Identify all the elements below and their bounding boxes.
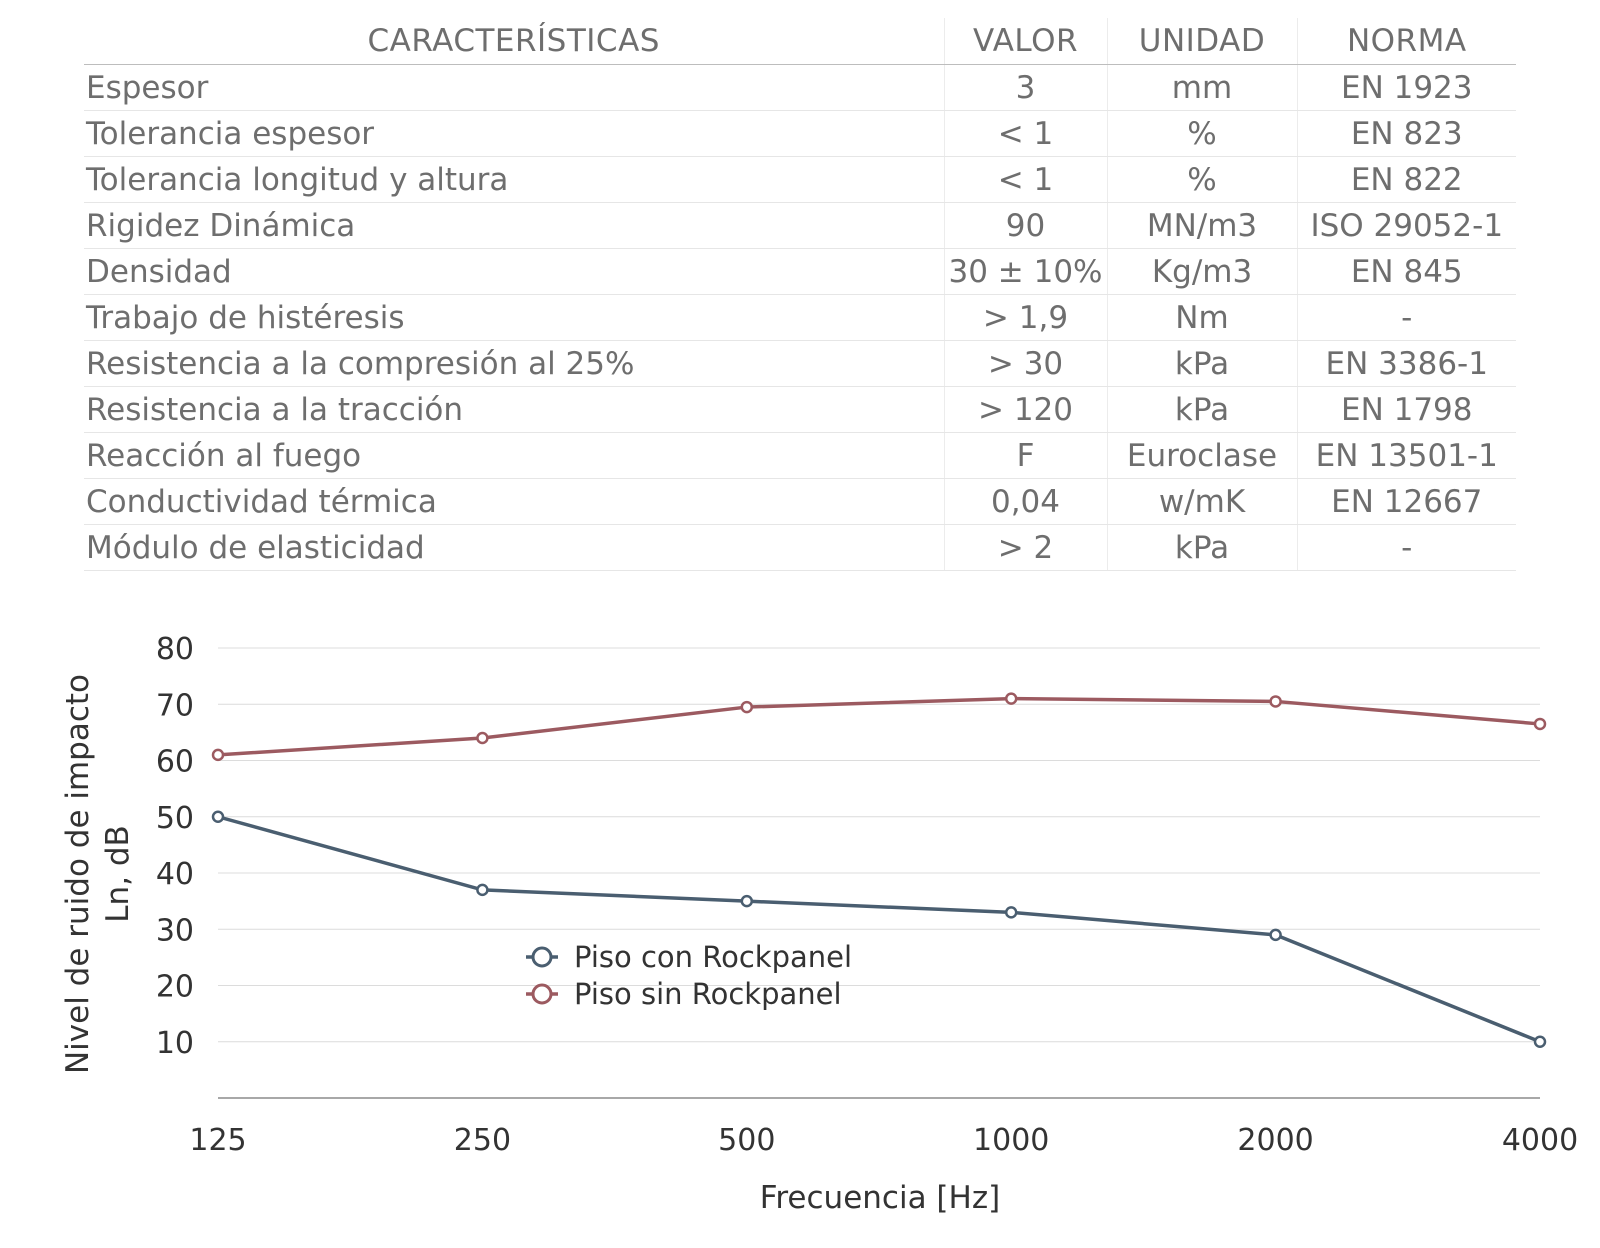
- cell-caracteristica: Tolerancia longitud y altura: [84, 156, 944, 203]
- table-row: Espesor 3 mm EN 1923: [84, 64, 1516, 111]
- y-tick-label: 40: [156, 857, 194, 892]
- cell-unidad: Nm: [1106, 294, 1297, 341]
- x-tick-label: 125: [189, 1123, 246, 1158]
- impact-noise-line-chart: 10 20 30 40 50 60 70 80 125 250 500 1000 2000 4000 Fre…: [60, 632, 1578, 1216]
- cell-unidad: w/mK: [1106, 478, 1297, 525]
- data-point: [1004, 906, 1018, 919]
- cell-caracteristica: Conductividad térmica: [84, 478, 944, 525]
- cell-norma: -: [1296, 294, 1516, 341]
- legend-label: Piso sin Rockpanel: [574, 977, 842, 1011]
- cell-norma: EN 13501-1: [1296, 432, 1516, 479]
- cell-caracteristica: Espesor: [84, 64, 944, 111]
- cell-unidad: kPa: [1106, 524, 1297, 571]
- cell-norma: EN 1798: [1296, 386, 1516, 433]
- data-point: [211, 748, 225, 762]
- cell-valor: 0,04: [943, 478, 1107, 525]
- cell-caracteristica: Trabajo de histéresis: [84, 294, 944, 341]
- y-tick-label: 10: [156, 1026, 194, 1061]
- x-tick-label: 1000: [973, 1123, 1049, 1158]
- cell-valor: > 120: [943, 386, 1107, 433]
- table-row: Tolerancia espesor < 1% EN 823: [84, 110, 1516, 157]
- cell-valor: 90: [943, 202, 1107, 249]
- cell-unidad: MN/m3: [1106, 202, 1297, 249]
- table-row: Resistencia a la compresión al 25% > 30 kP…: [84, 340, 1516, 387]
- cell-valor: 3: [943, 64, 1107, 111]
- cell-norma: EN 823: [1296, 110, 1516, 157]
- table-row: Trabajo de histéresis > 1,9 Nm -: [84, 294, 1516, 341]
- data-point: [1269, 928, 1282, 942]
- cell-norma: -: [1296, 524, 1516, 571]
- series-line-0: [217, 815, 1541, 1044]
- cell-valor: < 1: [943, 156, 1107, 203]
- cell-caracteristica: Módulo de elasticidad: [84, 524, 944, 571]
- cell-caracteristica: Densidad: [84, 248, 944, 295]
- x-tick-label: 250: [454, 1123, 511, 1158]
- table-row: Reacción al fuego F Euroclase EN 13501-1: [84, 432, 1516, 479]
- legend-swatch-marker: [531, 946, 553, 968]
- data-point: [1269, 695, 1282, 708]
- cell-norma: EN 12667: [1296, 478, 1516, 525]
- cell-unidad: Euroclase: [1106, 432, 1297, 479]
- cell-valor: F: [943, 432, 1107, 479]
- table-row: Tolerancia longitud y altura < 1% EN 822: [84, 156, 1516, 203]
- x-tick-label: 4000: [1502, 1123, 1578, 1158]
- y-axis-title-line1: Nivel de ruido de impacto: [60, 674, 96, 1074]
- y-tick-label: 70: [156, 688, 194, 723]
- cell-valor: 30 ± 10%: [943, 248, 1107, 295]
- x-tick-label: 2000: [1237, 1123, 1313, 1158]
- cell-caracteristica: Reacción al fuego: [84, 432, 944, 479]
- cell-valor: > 2: [943, 524, 1107, 571]
- data-point: [1533, 1035, 1547, 1048]
- legend-swatch-marker: [531, 983, 553, 1005]
- cell-unidad: kPa: [1106, 340, 1297, 387]
- table-header-row: CARACTERÍSTICAS VALOR UNIDAD NORMA: [84, 18, 1516, 65]
- cell-norma: EN 1923: [1296, 64, 1516, 111]
- data-point: [476, 883, 489, 897]
- cell-norma: EN 822: [1296, 156, 1516, 203]
- legend-label: Piso con Rockpanel: [574, 940, 852, 974]
- cell-unidad: Kg/m3: [1106, 248, 1297, 295]
- cell-caracteristica: Resistencia a la tracción: [84, 386, 944, 433]
- y-tick-label: 60: [156, 745, 194, 780]
- header-valor: VALOR: [943, 18, 1107, 65]
- cell-caracteristica: Rigidez Dinámica: [84, 202, 944, 249]
- x-tick-label: 500: [718, 1123, 775, 1158]
- cell-unidad: mm: [1106, 64, 1297, 111]
- cell-caracteristica: Tolerancia espesor: [84, 110, 944, 157]
- cell-valor: > 1,9: [943, 294, 1107, 341]
- table-row: Módulo de elasticidad > 2 kPa -: [84, 524, 1516, 571]
- data-point: [1004, 692, 1018, 705]
- data-point: [1533, 717, 1547, 731]
- cell-norma: ISO 29052-1: [1296, 202, 1516, 249]
- y-tick-label: 50: [156, 801, 194, 836]
- header-caracteristicas: CARACTERÍSTICAS: [84, 18, 944, 65]
- cell-norma: EN 845: [1296, 248, 1516, 295]
- table-row: Densidad 30 ± 10% Kg/m3 EN 845: [84, 248, 1516, 295]
- cell-unidad: kPa: [1106, 386, 1297, 433]
- cell-unidad: %: [1106, 110, 1297, 157]
- y-tick-label: 20: [156, 970, 194, 1005]
- header-unidad: UNIDAD: [1106, 18, 1297, 65]
- data-point: [211, 810, 225, 823]
- y-tick-label: 30: [156, 913, 194, 948]
- table-row: Rigidez Dinámica 90 MN/m3 ISO 29052-1: [84, 202, 1516, 249]
- table-row: Resistencia a la tracción > 120 kPa EN 1798: [84, 386, 1516, 433]
- data-point: [476, 731, 489, 745]
- data-point: [740, 894, 754, 908]
- series-line-1: [217, 696, 1541, 757]
- cell-caracteristica: Resistencia a la compresión al 25%: [84, 340, 944, 387]
- x-axis-title: Frecuencia [Hz]: [760, 1180, 1000, 1216]
- y-axis-title-line2: Ln, dB: [100, 825, 136, 923]
- cell-norma: EN 3386-1: [1296, 340, 1516, 387]
- cell-valor: < 1: [943, 110, 1107, 157]
- table-row: Conductividad térmica 0,04 w/mK EN 12667: [84, 478, 1516, 525]
- cell-unidad: %: [1106, 156, 1297, 203]
- data-point: [740, 700, 754, 714]
- header-norma: NORMA: [1296, 18, 1516, 65]
- specifications-table: CARACTERÍSTICAS VALOR UNIDAD NORMA Espes…: [84, 18, 1516, 571]
- y-tick-label: 80: [156, 632, 194, 667]
- cell-valor: > 30: [943, 340, 1107, 387]
